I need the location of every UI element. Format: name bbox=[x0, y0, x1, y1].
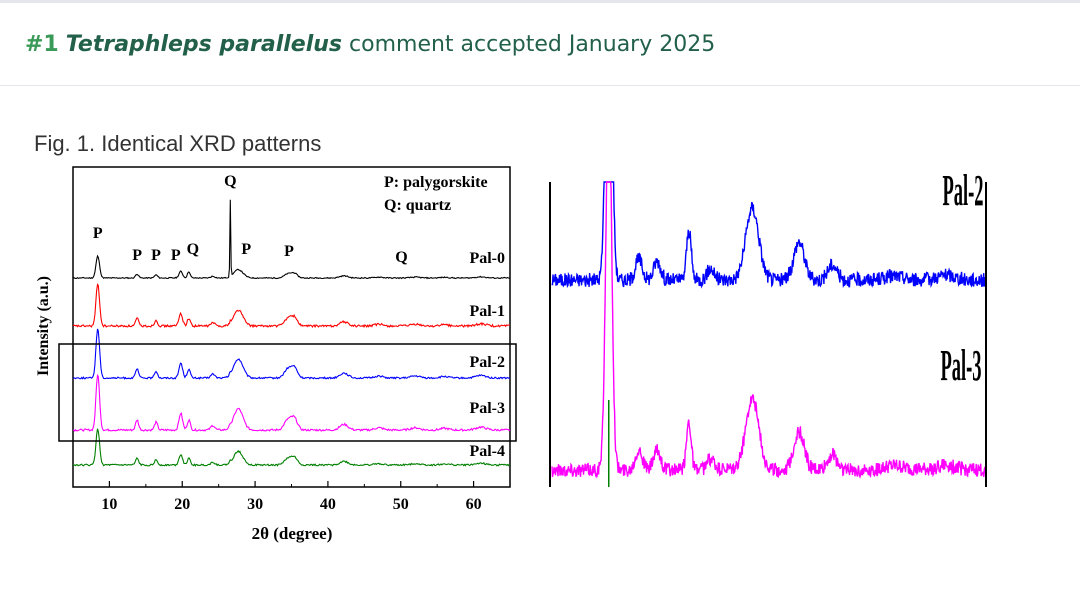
peak-label-p-0: P bbox=[93, 225, 103, 242]
main-plot-frame bbox=[72, 166, 511, 488]
legend-quartz: Q: quartz bbox=[384, 197, 451, 214]
zoom-series-group bbox=[551, 181, 987, 487]
series-label-pal-0: Pal-0 bbox=[469, 250, 505, 267]
highlight-box bbox=[58, 343, 517, 442]
figure-caption: Fig. 1. Identical XRD patterns bbox=[34, 131, 322, 156]
top-rule bbox=[0, 0, 1080, 3]
peak-label-p-3: P bbox=[171, 247, 181, 264]
x-tick-label-20: 20 bbox=[174, 496, 190, 513]
main-ticks-group: 10 20 30 40 50 60 bbox=[72, 481, 511, 513]
x-tick-label-10: 10 bbox=[101, 496, 117, 513]
peak-label-p-1: P bbox=[132, 247, 142, 264]
series-line-pal-3 bbox=[72, 373, 511, 432]
zoom-label-pal-2: Pal-2 bbox=[942, 167, 983, 215]
series-line-pal-2 bbox=[72, 328, 511, 380]
zoom-series-line-pal-2 bbox=[551, 181, 987, 289]
x-tick-label-60: 60 bbox=[466, 496, 482, 513]
zoom-label-pal-3: Pal-3 bbox=[940, 342, 981, 390]
series-line-pal-4 bbox=[72, 428, 511, 467]
series-label-pal-3: Pal-3 bbox=[469, 400, 505, 417]
series-label-pal-4: Pal-4 bbox=[469, 443, 505, 460]
main-series-group: Pal-0 Pal-1 Pal-2 Pal-3 Pal-4 bbox=[72, 199, 511, 467]
x-tick-label-30: 30 bbox=[247, 496, 263, 513]
x-tick-label-50: 50 bbox=[393, 496, 409, 513]
species-name: Tetraphleps parallelus bbox=[65, 32, 343, 57]
x-tick-label-40: 40 bbox=[320, 496, 336, 513]
series-label-pal-2: Pal-2 bbox=[469, 354, 505, 371]
series-line-pal-1 bbox=[72, 283, 511, 329]
x-axis-label: 2θ (degree) bbox=[252, 524, 333, 543]
series-line-pal-0 bbox=[72, 199, 511, 280]
comment-header: #1 Tetraphleps parallelus comment accept… bbox=[0, 3, 1080, 86]
peak-label-q-4: Q bbox=[187, 241, 199, 258]
peak-label-q-5: Q bbox=[224, 173, 236, 190]
peak-label-p-7: P bbox=[284, 243, 294, 260]
peak-label-p-6: P bbox=[241, 241, 251, 258]
peak-label-q-8: Q bbox=[395, 249, 407, 266]
comment-number: #1 bbox=[25, 32, 59, 57]
y-axis-label: Intensity (a.u.) bbox=[35, 276, 52, 376]
legend-palygorskite: P: palygorskite bbox=[384, 174, 488, 191]
comment-title: #1 Tetraphleps parallelus comment accept… bbox=[25, 32, 715, 57]
zoom-series-line-pal-3 bbox=[551, 181, 987, 479]
peak-label-p-2: P bbox=[151, 247, 161, 264]
comment-status: comment accepted January 2025 bbox=[349, 32, 716, 57]
series-label-pal-1: Pal-1 bbox=[469, 303, 505, 320]
main-labels-group: PP P P QQP P Q bbox=[93, 173, 408, 266]
